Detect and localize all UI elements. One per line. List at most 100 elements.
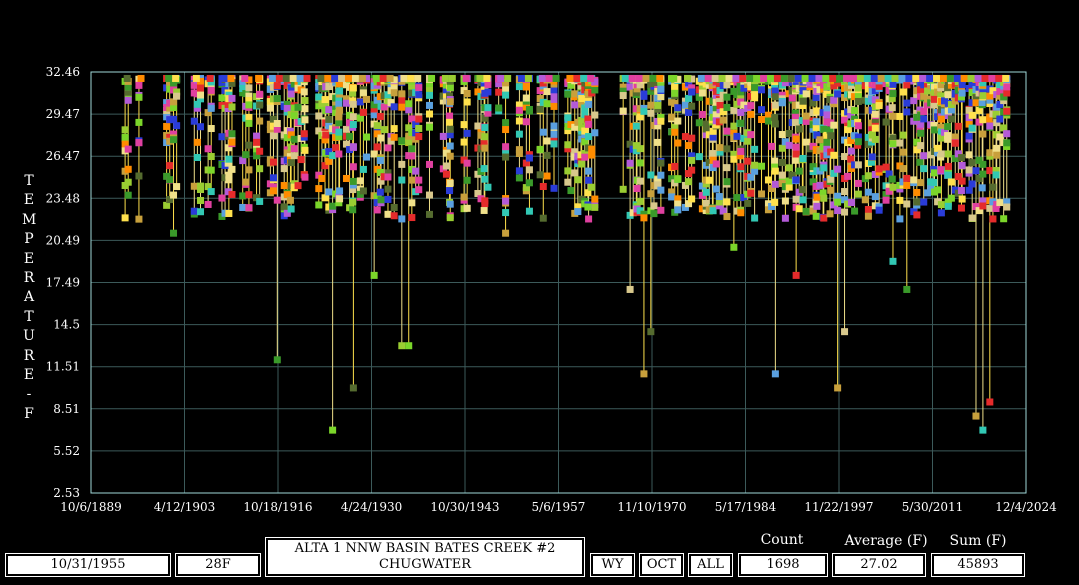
data-point (920, 107, 928, 115)
data-point (325, 106, 333, 114)
data-point (484, 88, 492, 96)
data-point (871, 202, 879, 210)
data-point (280, 165, 288, 173)
data-point (522, 83, 530, 91)
y-axis-label-letter: R (23, 347, 35, 364)
data-point (577, 82, 585, 90)
data-point (968, 99, 976, 107)
data-point (854, 179, 862, 187)
data-point (338, 74, 346, 82)
data-point (408, 176, 416, 184)
data-point (289, 74, 297, 82)
data-point (398, 342, 406, 350)
data-point (674, 139, 682, 147)
data-point (816, 167, 824, 175)
data-point (885, 183, 893, 191)
data-point (944, 202, 952, 210)
data-point (197, 84, 205, 92)
month-button[interactable]: OCT (639, 553, 684, 577)
data-point (927, 183, 935, 191)
data-point (712, 160, 720, 168)
data-point (626, 159, 634, 167)
data-point (937, 81, 945, 89)
data-point (318, 174, 326, 182)
data-point (415, 176, 423, 184)
data-point (733, 132, 741, 140)
data-point (847, 120, 855, 128)
data-point (242, 151, 250, 159)
data-point (325, 157, 333, 165)
data-point (480, 206, 488, 214)
data-point (705, 159, 713, 167)
data-point (269, 174, 277, 182)
threshold-value: 28F (205, 557, 231, 572)
data-point (321, 136, 329, 144)
data-point (733, 194, 741, 202)
data-point (387, 99, 395, 107)
data-point (425, 191, 433, 199)
data-point (137, 74, 145, 82)
data-point (253, 152, 261, 160)
data-point (819, 189, 827, 197)
data-point (719, 116, 727, 124)
data-point (390, 76, 398, 84)
data-point (408, 199, 416, 207)
data-point (228, 165, 236, 173)
data-point (1003, 130, 1011, 138)
data-point (192, 74, 200, 82)
data-point (875, 206, 883, 214)
date-field[interactable]: 10/31/1955 (5, 553, 171, 577)
data-point (986, 92, 994, 100)
data-point (709, 207, 717, 215)
data-point (747, 189, 755, 197)
data-point (380, 103, 388, 111)
data-point (539, 214, 547, 222)
data-point (245, 141, 253, 149)
data-point (373, 193, 381, 201)
data-point (358, 74, 366, 82)
data-point (654, 181, 662, 189)
data-point (349, 84, 357, 92)
data-point (723, 178, 731, 186)
data-point (871, 96, 879, 104)
station-field[interactable]: ALTA 1 NNW BASIN BATES CREEK #2 CHUGWATE… (265, 537, 585, 577)
data-point (947, 115, 955, 123)
data-point (854, 93, 862, 101)
data-point (947, 81, 955, 89)
data-point (702, 180, 710, 188)
data-point (903, 200, 911, 208)
filter-button[interactable]: ALL (688, 553, 733, 577)
data-point (321, 96, 329, 104)
data-point (228, 135, 236, 143)
data-point (920, 115, 928, 123)
data-point (993, 151, 1001, 159)
state-button[interactable]: WY (590, 553, 635, 577)
data-point (792, 150, 800, 158)
data-point (975, 174, 983, 182)
data-point (269, 83, 277, 91)
data-point (550, 102, 558, 110)
threshold-field[interactable]: 28F (175, 553, 261, 577)
data-point (709, 127, 717, 135)
data-point (524, 74, 532, 82)
data-point (910, 176, 918, 184)
data-point (647, 328, 655, 336)
data-point (564, 114, 572, 122)
data-point (405, 132, 413, 140)
data-point (896, 112, 904, 120)
data-point (785, 164, 793, 172)
data-point (253, 194, 261, 202)
data-point (972, 203, 980, 211)
data-point (425, 123, 433, 131)
data-point (290, 152, 298, 160)
data-point (124, 178, 132, 186)
data-point (408, 145, 416, 153)
data-point (207, 166, 215, 174)
data-point (567, 187, 575, 195)
data-point (829, 74, 837, 82)
data-point (986, 122, 994, 130)
data-point (170, 115, 178, 123)
data-point (965, 106, 973, 114)
data-point (647, 190, 655, 198)
data-point (996, 133, 1004, 141)
